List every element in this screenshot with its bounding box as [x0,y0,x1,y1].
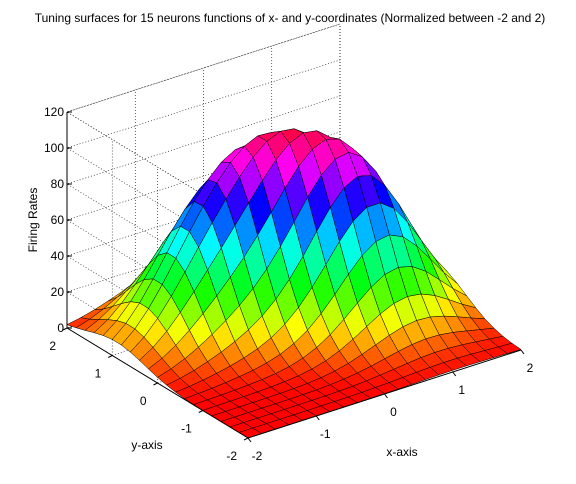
y-tick-label: 2 [49,339,56,353]
surface-layer [66,128,522,439]
y-tick-mark [198,410,203,413]
y-tick-mark [243,437,249,441]
y-axis-label: y-axis [131,438,162,452]
z-axis-label: Firing Rates [26,188,40,253]
chart-title: Tuning surfaces for 15 neurons functions… [35,11,546,25]
x-tick-mark [247,437,252,443]
x-tick-label: 0 [390,405,397,419]
y-tick-mark [153,382,158,386]
z-tick-label: 20 [51,285,65,299]
x-axis-label: x-axis [386,445,417,459]
z-tick-label: 60 [51,213,65,227]
y-tick-label: -1 [181,422,192,436]
z-tick-label: 100 [44,141,64,155]
y-tick-mark [108,355,113,358]
z-tick-label: 0 [57,321,64,335]
x-tick-label: -2 [252,449,263,463]
x-tick-mark [452,371,457,377]
z-tick-label: 120 [44,105,64,119]
box-edge [66,111,249,223]
x-tick-label: -1 [320,427,331,441]
x-tick-label: 2 [527,361,534,375]
y-tick-label: 1 [95,367,102,381]
y-tick-mark [62,327,68,331]
y-tick-label: -2 [226,449,237,463]
x-tick-label: 1 [458,383,465,397]
box-edge [66,23,341,113]
z-tick-label: 40 [51,249,65,263]
x-tick-mark [384,393,388,399]
x-tick-mark [520,349,525,355]
x-tick-mark [315,415,320,421]
y-tick-label: 0 [140,394,147,408]
z-tick-label: 80 [51,177,65,191]
